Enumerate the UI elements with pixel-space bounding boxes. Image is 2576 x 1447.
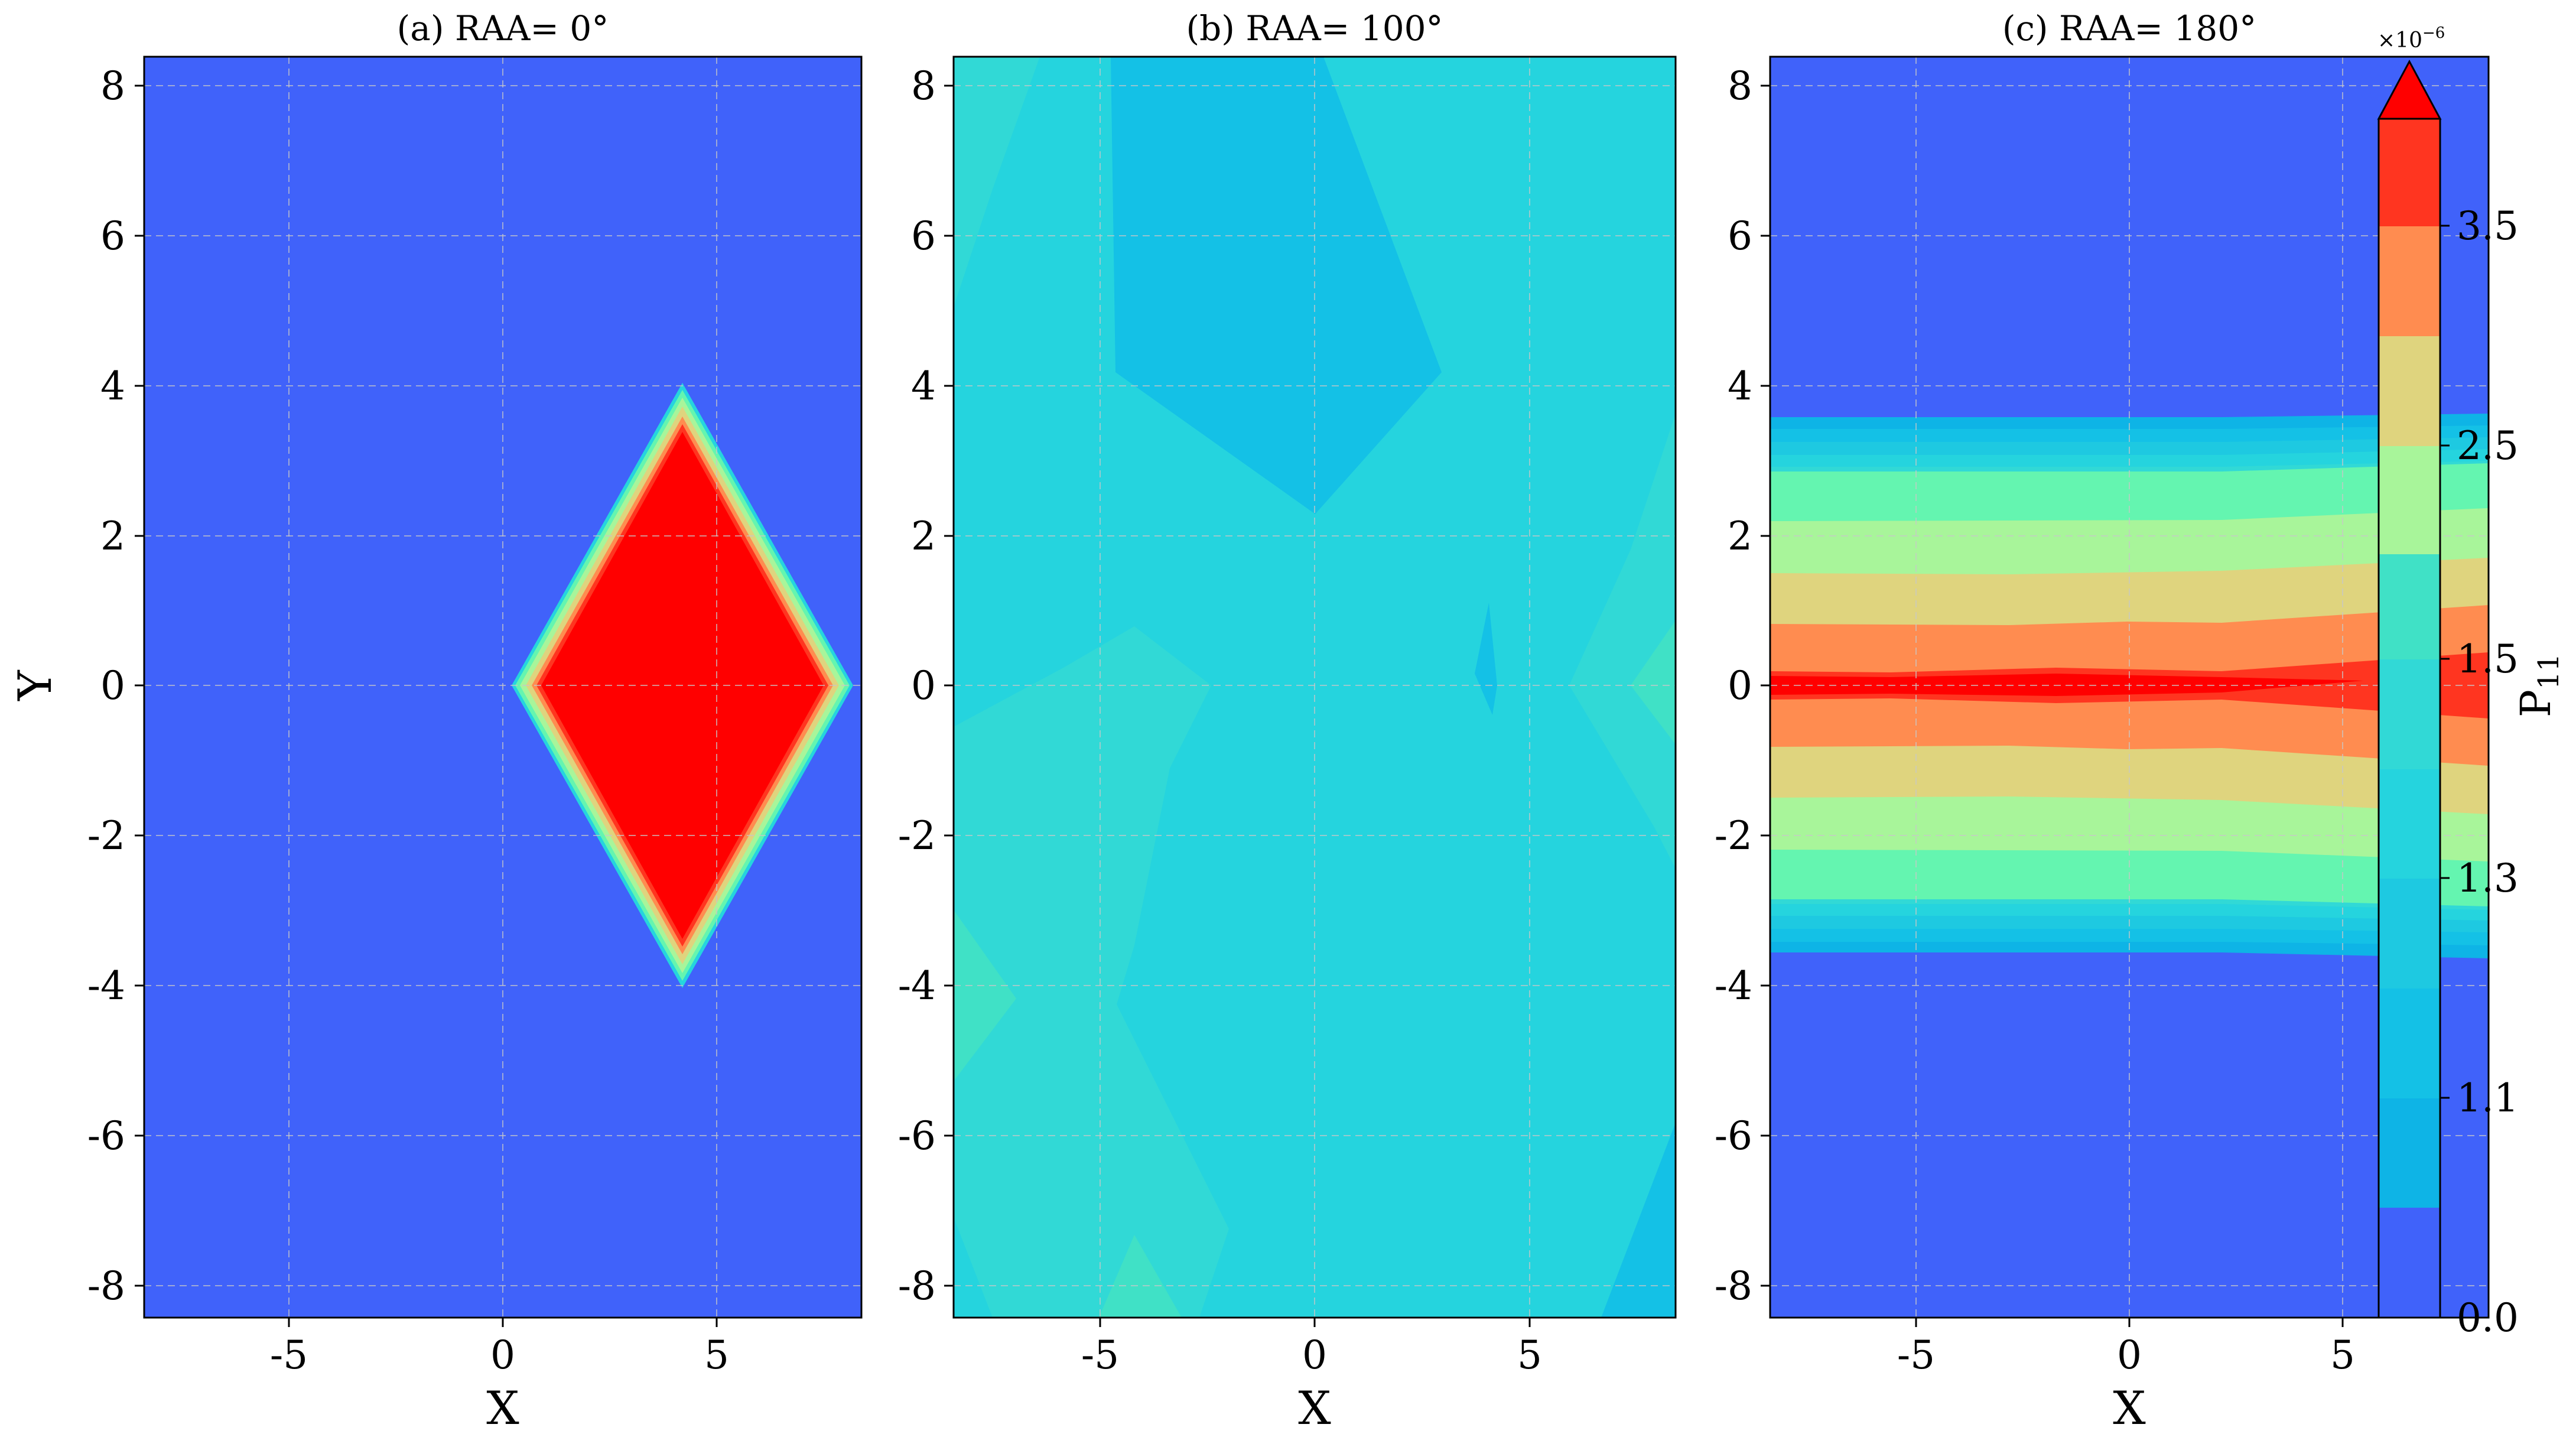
- panel-c-ytick-label-6: 6: [1728, 213, 1752, 259]
- panel-b-patch-bottom-right: [1601, 1123, 1676, 1318]
- panel-a-ticks: [135, 84, 718, 1327]
- panel-a: (a) RAA= 0° -5 0 5 8 6 4 2 0 -2 -4 -6 -8…: [9, 8, 863, 1435]
- panel-b-patch-lower-left: [954, 910, 1016, 1081]
- panel-a-xtick-label-5: 5: [704, 1332, 729, 1378]
- panel-c-ytick-label-m4: -4: [1715, 963, 1752, 1009]
- panel-b-patch-right-inner: [1631, 620, 1676, 744]
- colorbar-label-main: P: [2512, 690, 2560, 717]
- colorbar-tick-label-1-5: 1.5: [2457, 636, 2519, 682]
- panel-c-xtick-label-5: 5: [2330, 1332, 2355, 1378]
- panel-b-patch-top: [1111, 57, 1442, 514]
- colorbar-tick-label-0-0: 0.0: [2457, 1295, 2519, 1341]
- colorbar-exponent: ×10−6: [2377, 24, 2445, 53]
- colorbar-segment-10: [2379, 118, 2440, 226]
- panel-c-ytick-label-0: 0: [1728, 663, 1752, 708]
- panel-a-ytick-label-4: 4: [100, 363, 125, 409]
- colorbar-tick-label-2-5: 2.5: [2457, 423, 2519, 469]
- panel-a-grid: [144, 57, 861, 1318]
- panel-c-ytick-label-4: 4: [1728, 363, 1752, 409]
- colorbar-segment-8: [2379, 336, 2440, 446]
- panel-a-xtick-label-m5: -5: [270, 1332, 308, 1378]
- panel-b-xtick-label-0: 0: [1302, 1332, 1327, 1378]
- panel-b-ytick-label-2: 2: [911, 513, 936, 559]
- colorbar-exponent-power: −6: [2422, 24, 2445, 42]
- panel-b-xtick-label-5: 5: [1517, 1332, 1542, 1378]
- panel-b-ytick-label-m8: -8: [898, 1263, 936, 1309]
- panel-b: (b) RAA= 100° -5 0 5 8 6 4 2 0 -2 -4 -6 …: [898, 8, 1677, 1435]
- colorbar-tick-label-1-1: 1.1: [2457, 1075, 2519, 1121]
- colorbar-ticks: [2440, 225, 2450, 1319]
- colorbar-label-sub: 11: [2532, 653, 2565, 690]
- colorbar-extend-arrow: [2377, 59, 2442, 120]
- panel-a-ytick-label-m8: -8: [87, 1263, 125, 1309]
- panel-b-xtick-label-m5: -5: [1081, 1332, 1119, 1378]
- panel-a-title: (a) RAA= 0°: [397, 8, 609, 48]
- panel-b-title: (b) RAA= 100°: [1186, 8, 1443, 48]
- panel-a-plot-area: [144, 57, 861, 1318]
- panel-b-ytick-label-6: 6: [911, 213, 936, 259]
- colorbar: 3.5 2.5 1.5 1.3 1.1 0.0 ×10−6 P11: [2377, 24, 2565, 1341]
- panel-b-plot-area: [954, 57, 1676, 1318]
- panel-a-ytick-label-m2: -2: [87, 813, 125, 859]
- colorbar-segment-3: [2379, 878, 2440, 988]
- panel-b-patch-spike: [1475, 603, 1497, 715]
- colorbar-segment-5: [2379, 659, 2440, 769]
- colorbar-segment-6: [2379, 554, 2440, 659]
- panel-b-ticks: [944, 84, 1531, 1327]
- panel-c-plot-area: [1770, 57, 2489, 1318]
- panel-a-xtick-label-0: 0: [490, 1332, 515, 1378]
- panel-b-ytick-label-m2: -2: [898, 813, 936, 859]
- panel-b-patch-right: [1569, 414, 1676, 869]
- colorbar-label: P11: [2512, 653, 2565, 717]
- panel-b-patch-bottom-left: [954, 1217, 993, 1318]
- panel-b-patch-upper-left: [954, 57, 1040, 307]
- colorbar-segment-1: [2379, 1098, 2440, 1208]
- panel-c-xtick-label-0: 0: [2117, 1332, 2142, 1378]
- panel-a-ytick-label-6: 6: [100, 213, 125, 259]
- panel-a-ytick-label-2: 2: [100, 513, 125, 559]
- panel-c-grid: [1770, 57, 2489, 1318]
- panel-c: (c) RAA= 180° -5 0 5 8 6 4 2 0 -2 -4 -6 …: [1715, 8, 2490, 1435]
- colorbar-segment-0: [2379, 1207, 2440, 1318]
- colorbar-tick-label-3-5: 3.5: [2457, 203, 2519, 249]
- panel-c-ytick-label-2: 2: [1728, 513, 1752, 559]
- panel-c-ytick-label-8: 8: [1728, 63, 1752, 109]
- panel-b-ytick-label-m6: -6: [898, 1113, 936, 1159]
- panel-a-ytick-label-m4: -4: [87, 963, 125, 1009]
- panel-a-ylabel: Y: [9, 669, 62, 701]
- colorbar-exponent-base: ×10: [2377, 28, 2422, 53]
- panel-b-patch-left: [954, 626, 1229, 1318]
- colorbar-frame: [2377, 119, 2441, 1319]
- panel-b-grid: [954, 57, 1676, 1318]
- panel-b-ytick-label-0: 0: [911, 663, 936, 708]
- panel-c-ytick-label-m2: -2: [1715, 813, 1752, 859]
- panel-a-ytick-label-0: 0: [100, 663, 125, 708]
- panel-c-ytick-label-m6: -6: [1715, 1113, 1752, 1159]
- colorbar-tick-label-1-3: 1.3: [2457, 856, 2519, 901]
- panel-b-patch-bottom: [1099, 1235, 1182, 1318]
- colorbar-segment-7: [2379, 446, 2440, 554]
- panel-a-ytick-label-m6: -6: [87, 1113, 125, 1159]
- panel-c-ticks: [1761, 84, 2344, 1327]
- colorbar-segment-2: [2379, 988, 2440, 1098]
- colorbar-segment-4: [2379, 769, 2440, 879]
- panel-a-xlabel: X: [486, 1382, 519, 1435]
- panel-b-ytick-label-4: 4: [911, 363, 936, 409]
- panel-c-ytick-label-m8: -8: [1715, 1263, 1752, 1309]
- panel-c-xtick-label-m5: -5: [1897, 1332, 1935, 1378]
- panel-b-ytick-label-m4: -4: [898, 963, 936, 1009]
- colorbar-segment-9: [2379, 226, 2440, 336]
- panel-b-xlabel: X: [1298, 1382, 1331, 1435]
- panel-c-title: (c) RAA= 180°: [2002, 8, 2256, 48]
- panel-b-ytick-label-8: 8: [911, 63, 936, 109]
- panel-a-ytick-label-8: 8: [100, 63, 125, 109]
- panel-c-xlabel: X: [2113, 1382, 2146, 1435]
